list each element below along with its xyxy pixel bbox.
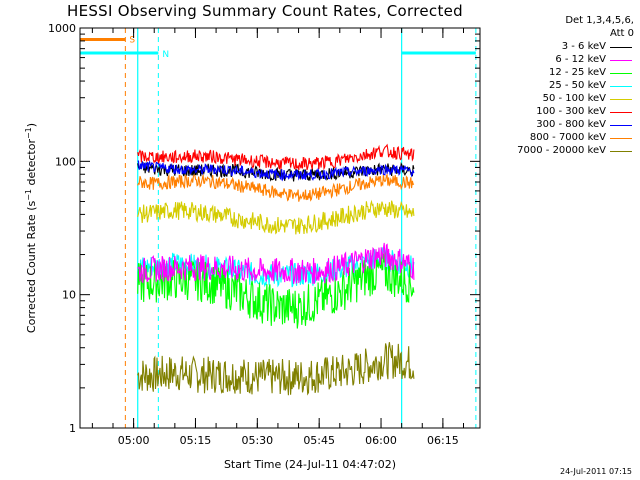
series-line [137,172,415,202]
x-tick-label: 05:15 [180,434,212,447]
y-tick-label: 10 [62,289,76,302]
legend-entry: 6 - 12 keV [474,53,634,66]
legend-entry: 25 - 50 keV [474,79,634,92]
series-line [137,242,415,285]
series-line [137,252,415,329]
series-line [137,247,415,288]
legend-entry-label: 3 - 6 keV [561,41,606,52]
legend-entry-label: 7000 - 20000 keV [517,145,606,156]
series-line [137,160,415,182]
legend-entry-label: 25 - 50 keV [548,80,606,91]
y-tick-label: 1 [69,422,76,435]
footer-date: 24-Jul-2011 07:15 [559,467,632,476]
legend-swatch [610,60,632,61]
x-tick-label: 05:30 [241,434,273,447]
interval-label: S [129,35,135,45]
legend: Det 1,3,4,5,6, Att 0 3 - 6 keV 6 - 12 keV… [474,14,634,157]
legend-rows: 3 - 6 keV 6 - 12 keV 12 - 25 keV 25 - 50 ke… [474,40,634,157]
legend-swatch [610,112,632,113]
legend-swatch [610,86,632,87]
interval-label: N [162,50,169,60]
legend-entry-label: 6 - 12 keV [555,54,606,65]
legend-entry: 50 - 100 keV [474,92,634,105]
series-line [137,160,415,182]
legend-entry: 7000 - 20000 keV [474,144,634,157]
legend-header-line1: Det 1,3,4,5,6, [565,15,634,26]
series-line [137,143,415,171]
legend-swatch [610,125,632,126]
x-axis-label: Start Time (24-Jul-11 04:47:02) [224,458,396,471]
x-tick-label: 06:15 [427,434,459,447]
legend-entry-label: 300 - 800 keV [536,119,606,130]
y-axis-label: Corrected Count Rate (s−1 detector−1) [24,123,38,333]
series-line [137,199,415,235]
legend-entry-label: 800 - 7000 keV [529,132,606,143]
plot-frame [79,27,481,429]
legend-entry-label: 50 - 100 keV [542,93,606,104]
x-tick-label: 06:00 [365,434,397,447]
axis-layer: 1 10 100 1000 05:00 05:15 05:30 05:45 06:00 06:15 [48,22,480,447]
chart-title: HESSI Observing Summary Count Rates, Cor… [67,2,463,20]
legend-entry-label: 100 - 300 keV [536,106,606,117]
y-tick-label: 1000 [48,22,76,35]
legend-entry-label: 12 - 25 keV [548,67,606,78]
x-tick-label: 05:45 [303,434,335,447]
series-line [137,342,415,396]
legend-swatch [610,47,632,48]
legend-entry: 300 - 800 keV [474,118,634,131]
legend-entry: 12 - 25 keV [474,66,634,79]
x-tick-label: 05:00 [118,434,150,447]
legend-entry: 800 - 7000 keV [474,131,634,144]
series-layer [137,143,415,396]
legend-entry: 3 - 6 keV [474,40,634,53]
legend-swatch [610,138,632,139]
legend-header-line2: Att 0 [609,28,634,39]
legend-swatch [610,151,632,152]
legend-entry: 100 - 300 keV [474,105,634,118]
y-tick-label: 100 [55,155,76,168]
legend-swatch [610,99,632,100]
legend-swatch [610,73,632,74]
